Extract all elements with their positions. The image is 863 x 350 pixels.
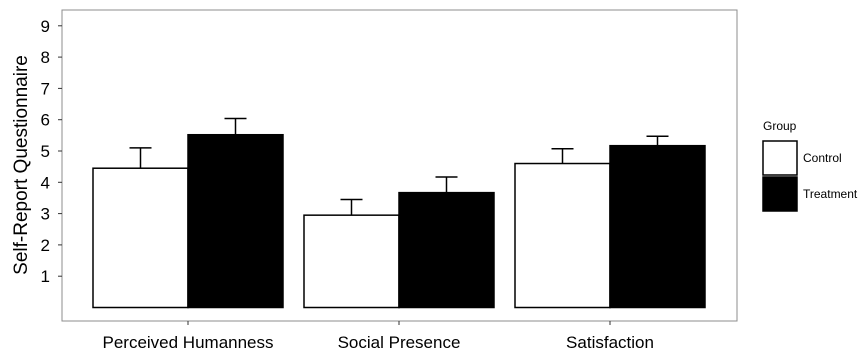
y-tick-label: 9: [41, 17, 50, 36]
legend-swatch: [762, 176, 798, 212]
y-tick-label: 3: [41, 205, 50, 224]
y-tick-label: 6: [41, 111, 50, 130]
y-axis: 1 2 3 4 5 6 7 8 9: [41, 17, 62, 286]
bar: [514, 162, 611, 309]
y-tick-label: 2: [41, 236, 50, 255]
bar: [303, 214, 400, 309]
x-axis: Perceived Humanness Social Presence Satisf…: [102, 321, 654, 350]
x-tick-label: Perceived Humanness: [102, 333, 273, 350]
bar: [92, 167, 189, 309]
bar: [609, 144, 706, 309]
y-tick-label: 1: [41, 267, 50, 286]
bar: [187, 133, 284, 309]
y-tick-label: 8: [41, 48, 50, 67]
legend-label: Treatment: [803, 187, 858, 201]
x-tick-label: Social Presence: [338, 333, 461, 350]
legend-label: Control: [803, 151, 842, 165]
x-tick-label: Satisfaction: [566, 333, 654, 350]
legend: Group Control Treatment: [762, 119, 858, 212]
y-axis-title: Self-Report Questionnaire: [11, 55, 32, 275]
y-tick-label: 4: [41, 173, 50, 192]
y-tick-label: 7: [41, 79, 50, 98]
y-tick-label: 5: [41, 142, 50, 161]
legend-title: Group: [763, 119, 797, 133]
bars-layer: [92, 117, 706, 309]
legend-swatch: [762, 140, 798, 176]
bar: [398, 191, 495, 309]
